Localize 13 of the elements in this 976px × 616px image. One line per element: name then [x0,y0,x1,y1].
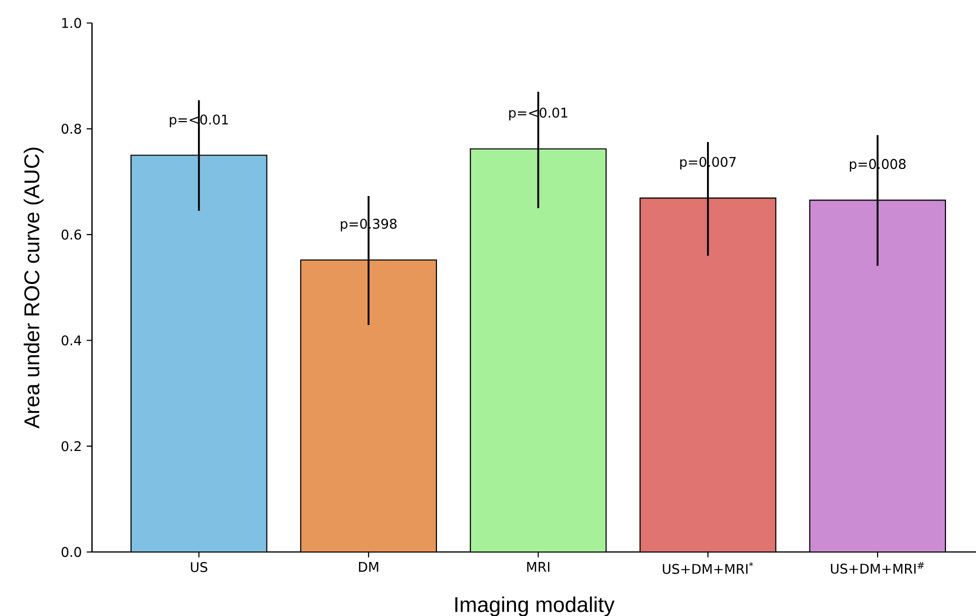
y-tick-label: 0.4 [62,335,82,346]
x-tick-label: DM [359,562,378,572]
y-tick-label: 0.8 [62,124,82,134]
y-tick-label: 0.2 [62,441,81,452]
x-tick-label: MRI [527,562,550,572]
y-axis-title: Area under ROC curve (AUC) [24,148,44,429]
x-axis-title: Imaging modality [455,596,615,616]
x-tick-label: US+DM+MRI$^{*}$ [662,562,754,574]
y-tick-label: 0.0 [62,546,82,558]
x-tick-label: US [190,562,208,572]
x-tick-label: US+DM+MRI$^{#}$ [830,562,924,574]
y-tick-label: 1.0 [62,18,82,28]
y-tick-label: 0.6 [62,230,82,240]
